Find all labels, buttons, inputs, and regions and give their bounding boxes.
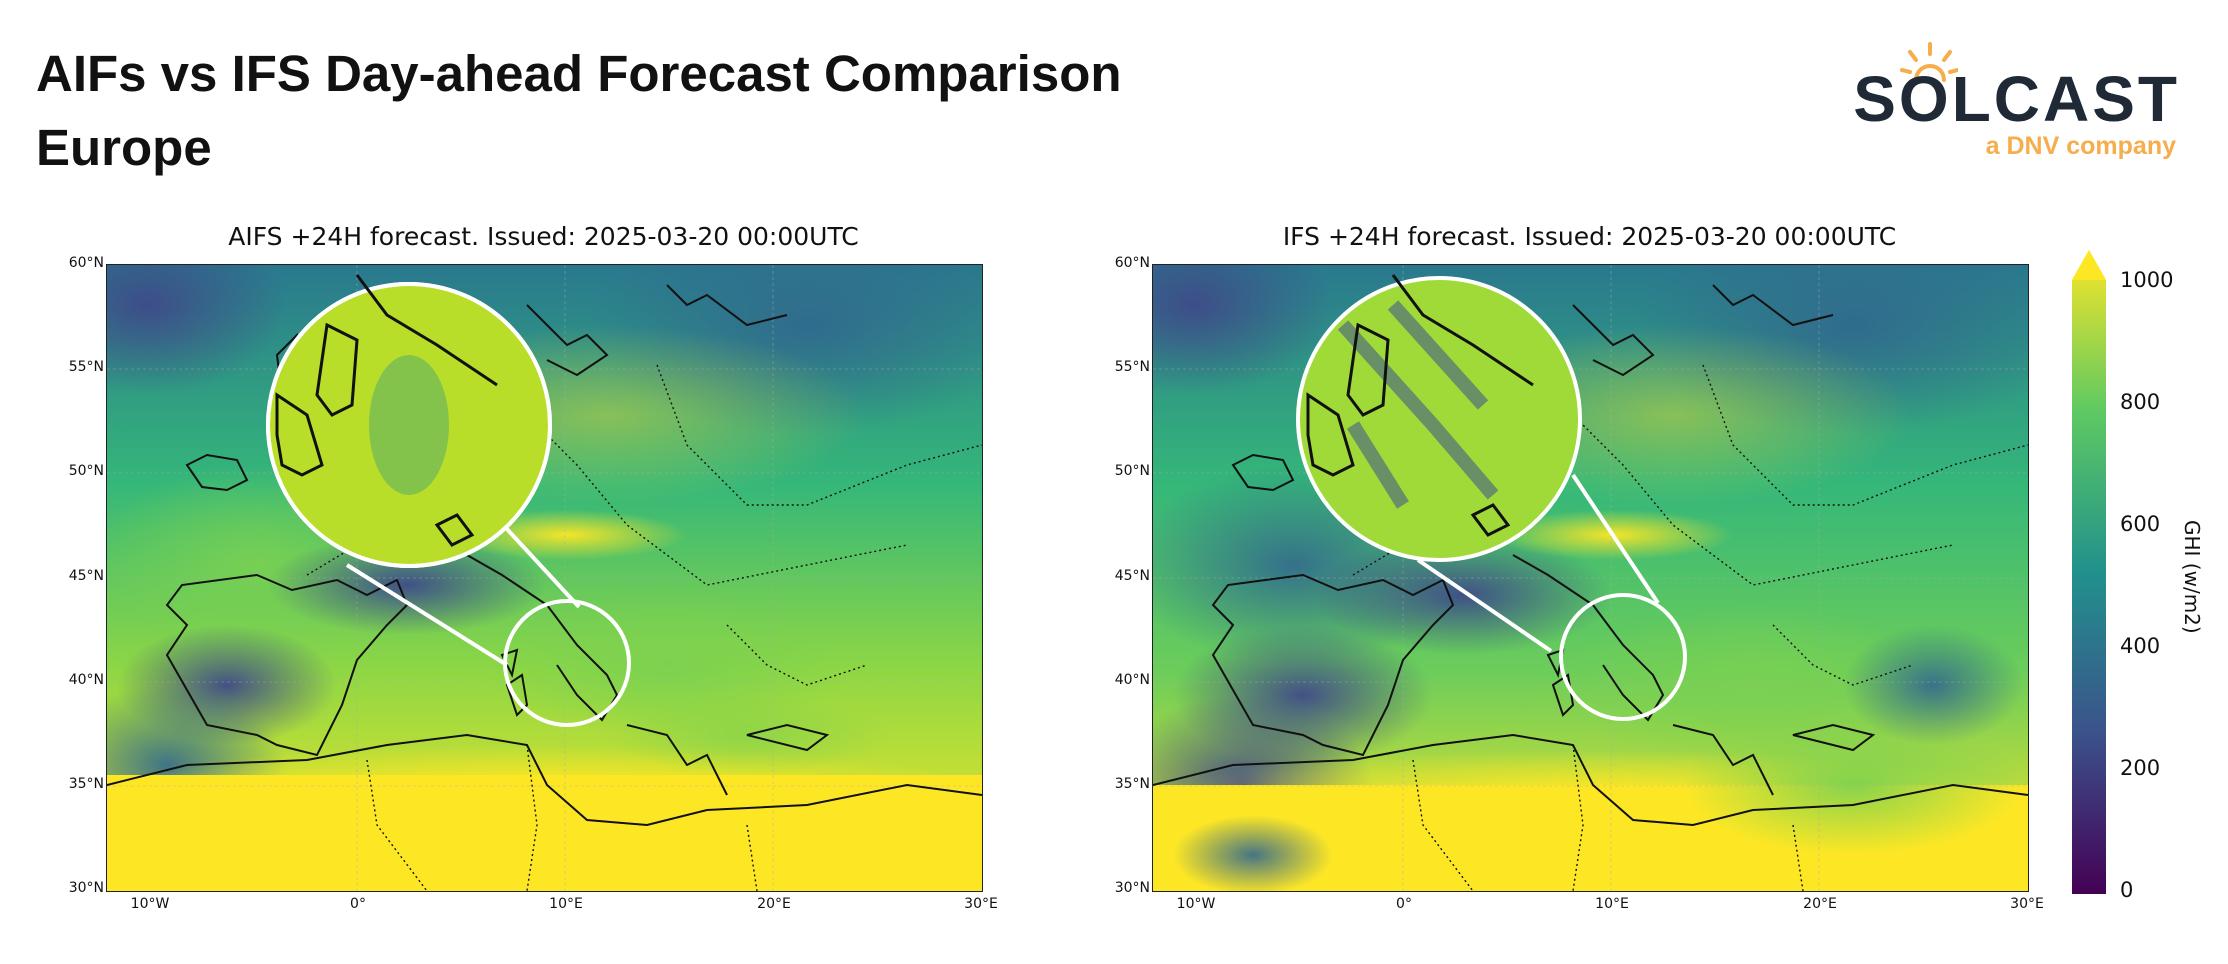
lat-tick: 55°N [1114,359,1150,375]
lat-tick: 50°N [1114,463,1150,479]
lat-tick: 30°N [1114,880,1150,896]
lon-tick: 0° [350,896,366,912]
colorbar-tick: 1000 [2120,268,2174,292]
lon-tick: 10°W [130,896,170,912]
colorbar [2072,250,2106,894]
panel-title: AIFS +24H forecast. Issued: 2025-03-20 0… [228,222,859,251]
ghi-map [1152,264,2029,892]
ghi-map [106,264,983,892]
colorbar-label: GHI (w/m2) [2180,520,2204,634]
lon-tick: 20°E [1803,896,1837,912]
lat-tick: 40°N [1114,672,1150,688]
colorbar-tick: 400 [2120,634,2161,658]
lat-tick: 60°N [1114,255,1150,271]
colorbar-tick: 600 [2120,512,2161,536]
colorbar-tick: 800 [2120,390,2161,414]
panel-title: IFS +24H forecast. Issued: 2025-03-20 00… [1282,222,1897,251]
lat-tick: 60°N [68,255,104,271]
lat-tick: 40°N [68,672,104,688]
page-title-line2: Europe [36,119,212,176]
lon-tick: 10°E [1595,896,1629,912]
sun-icon [1900,42,1958,82]
colorbar-tick: 200 [2120,756,2161,780]
solcast-logo: SOLCAST a DNV company [1850,40,2180,170]
lon-tick: 30°E [2010,896,2044,912]
colorbar-tick: 0 [2120,878,2134,902]
lat-tick: 45°N [68,568,104,584]
lat-tick: 55°N [68,359,104,375]
lon-tick: 10°E [549,896,583,912]
lon-tick: 0° [1396,896,1412,912]
lon-tick: 10°W [1176,896,1216,912]
lat-tick: 45°N [1114,568,1150,584]
logo-tagline: a DNV company [1985,132,2176,160]
logo-wordmark: SOLCAST [1853,63,2180,135]
lat-tick: 30°N [68,880,104,896]
page-title-line1: AIFs vs IFS Day-ahead Forecast Compariso… [36,45,1122,102]
lon-tick: 30°E [964,896,998,912]
lat-tick: 35°N [68,776,104,792]
lon-tick: 20°E [757,896,791,912]
lat-tick: 35°N [1114,776,1150,792]
lat-tick: 50°N [68,463,104,479]
